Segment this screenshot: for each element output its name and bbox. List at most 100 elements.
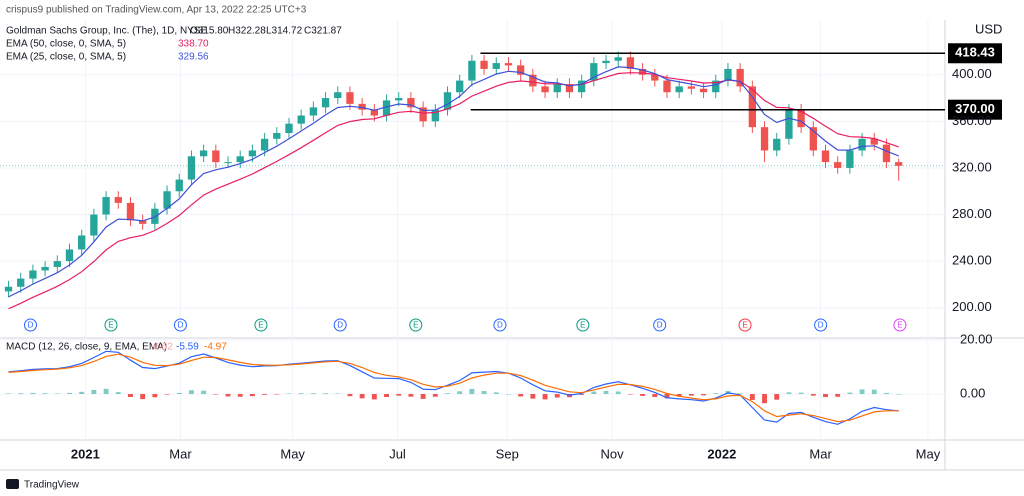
event-marker (254, 318, 268, 332)
candle-body (456, 80, 464, 93)
histogram-bar (18, 393, 24, 395)
histogram-bar (432, 394, 438, 397)
histogram-bar (176, 392, 182, 395)
candle-body (614, 57, 622, 61)
histogram-bar (408, 394, 414, 397)
histogram-bar (871, 389, 877, 395)
histogram-bar (371, 394, 377, 400)
histogram-bar (140, 394, 146, 400)
chart-title: Goldman Sachs Group, Inc. (The), 1D, NYS… (6, 26, 208, 37)
histogram-bar (6, 393, 11, 395)
candle-body (139, 220, 147, 224)
legend-value: 329.56 (178, 52, 209, 63)
candle-body (358, 103, 366, 110)
event-label: E (258, 321, 263, 330)
histogram-bar (481, 391, 487, 395)
candle-body (431, 109, 439, 122)
candle-body (163, 191, 171, 209)
event-label: E (108, 321, 113, 330)
header: crispus9 published on TradingView.com, A… (6, 5, 307, 16)
histogram-bar (579, 394, 585, 395)
candle-body (212, 150, 220, 163)
candle-body (175, 179, 183, 192)
candle-body (260, 138, 269, 151)
event-label: D (657, 321, 663, 330)
candle-body (382, 100, 391, 116)
candle-body (346, 92, 354, 104)
ema-line (8, 66, 899, 298)
ohlc-label: C321.87 (304, 26, 342, 37)
candle-body (699, 88, 708, 93)
candle-body (675, 86, 683, 93)
histogram-bar (359, 394, 365, 399)
histogram-bar (298, 393, 304, 395)
candle-body (114, 197, 122, 203)
candle-body (565, 84, 574, 93)
histogram-bar (237, 394, 243, 397)
x-tick-label: Mar (809, 446, 832, 461)
candle-body (395, 98, 403, 101)
histogram-bar (713, 393, 719, 395)
histogram-bar (152, 394, 158, 398)
event-marker (576, 318, 590, 332)
candle-body (809, 127, 817, 151)
histogram-bar (774, 394, 780, 400)
x-tick-label: Sep (496, 446, 519, 461)
histogram-bar (445, 393, 450, 395)
candle-body (224, 162, 232, 164)
event-marker (493, 318, 507, 332)
histogram-bar (591, 391, 597, 395)
histogram-bar (67, 392, 72, 395)
histogram-bar (762, 394, 767, 404)
candle-body (651, 74, 659, 81)
legend-value: -4.97 (204, 342, 227, 353)
histogram-bar (310, 393, 316, 395)
candle-body (553, 84, 561, 93)
histogram-bar (664, 394, 670, 399)
event-label: D (28, 321, 34, 330)
histogram-bar (847, 392, 853, 395)
candle-body (126, 202, 135, 221)
candle-body (65, 249, 74, 262)
candle-body (712, 80, 720, 93)
candle-body (626, 57, 635, 69)
candle-body (17, 278, 25, 287)
candle-body (773, 138, 781, 151)
histogram-bar (164, 394, 170, 395)
candle-body (504, 63, 513, 66)
histogram-bar (554, 394, 560, 398)
macd-line (8, 350, 899, 425)
histogram-bar (213, 394, 219, 395)
legend-value: 338.70 (178, 39, 209, 50)
event-label: D (497, 321, 503, 330)
histogram-bar (201, 390, 207, 395)
histogram-bar (749, 394, 755, 400)
candle-body (480, 60, 488, 69)
event-label: D (337, 321, 343, 330)
candle-body (602, 60, 610, 64)
histogram-bar (286, 393, 292, 395)
histogram-bar (396, 394, 402, 396)
ohlc-label: O315.80 (190, 26, 229, 37)
candle-body (736, 68, 744, 87)
candle-body (687, 86, 696, 89)
histogram-bar (542, 394, 548, 400)
event-label: E (580, 321, 585, 330)
footer: TradingView (24, 480, 80, 491)
candle-body (78, 235, 86, 250)
event-marker (104, 318, 118, 332)
histogram-bar (457, 391, 463, 395)
candle-body (248, 150, 257, 157)
candle-body (321, 98, 330, 108)
histogram-bar (420, 394, 426, 399)
histogram-bar (30, 392, 36, 395)
y-tick-label: 0.00 (960, 385, 985, 400)
candle-body (285, 123, 293, 133)
candle-body (529, 74, 537, 87)
legend-name: EMA (50, close, 0, SMA, 5) (6, 39, 126, 50)
histogram-bar (627, 394, 633, 395)
candle-body (297, 115, 305, 124)
event-marker (173, 318, 187, 332)
candle-body (797, 109, 805, 128)
event-label: D (818, 321, 824, 330)
